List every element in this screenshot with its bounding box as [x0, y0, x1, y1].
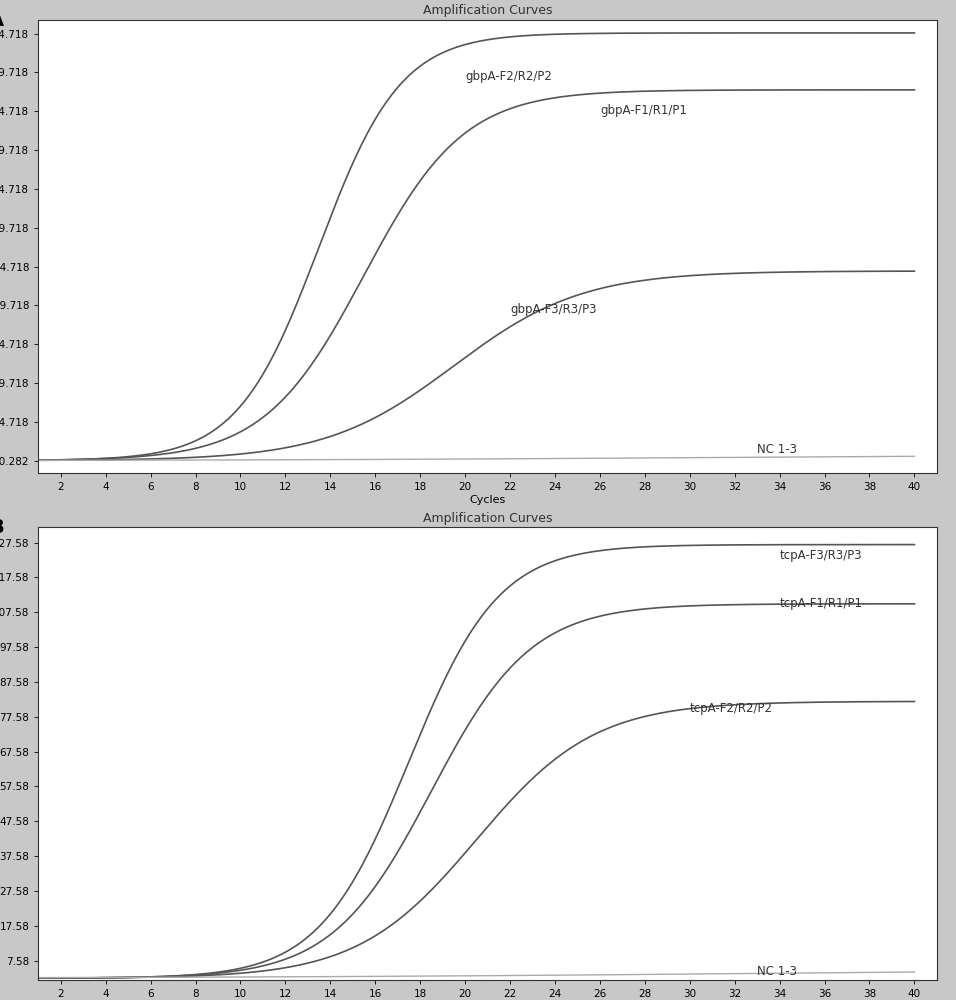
Text: gbpA-F1/R1/P1: gbpA-F1/R1/P1: [600, 104, 686, 117]
Text: A: A: [0, 11, 4, 30]
Title: Amplification Curves: Amplification Curves: [423, 512, 553, 525]
Text: gbpA-F3/R3/P3: gbpA-F3/R3/P3: [511, 303, 597, 316]
Text: NC 1-3: NC 1-3: [757, 443, 797, 456]
Text: gbpA-F2/R2/P2: gbpA-F2/R2/P2: [465, 70, 552, 83]
Text: tcpA-F2/R2/P2: tcpA-F2/R2/P2: [689, 702, 772, 715]
Text: B: B: [0, 518, 4, 537]
Text: tcpA-F3/R3/P3: tcpA-F3/R3/P3: [780, 549, 862, 562]
Text: NC 1-3: NC 1-3: [757, 965, 797, 978]
X-axis label: Cycles: Cycles: [469, 495, 506, 505]
Title: Amplification Curves: Amplification Curves: [423, 4, 553, 17]
Text: tcpA-F1/R1/P1: tcpA-F1/R1/P1: [780, 597, 862, 610]
